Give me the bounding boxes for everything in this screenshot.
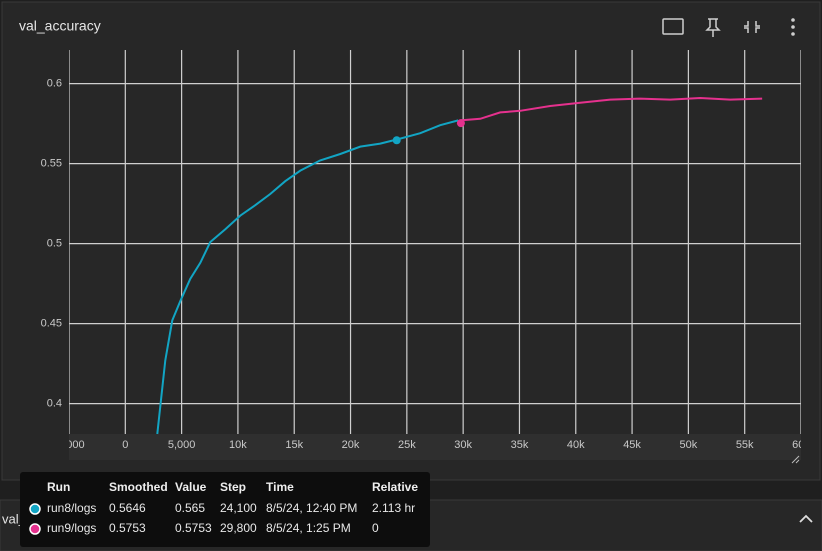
x-tick-label: 0 (122, 439, 128, 451)
y-tick-label: 0.55 (41, 158, 62, 170)
card (1, 1, 821, 481)
x-axis-strip (69, 434, 801, 460)
tooltip-box (20, 472, 430, 547)
tooltip: Run Smoothed Value Step Time Relative run8/log… (20, 472, 430, 547)
pin-button[interactable] (705, 18, 721, 37)
tooltip-cell: run8/logs (47, 501, 96, 515)
tooltip-cell: 8/5/24, 12:40 PM (266, 501, 357, 515)
y-tick-label: 0.5 (47, 238, 62, 250)
tooltip-cell: 0 (372, 521, 379, 535)
tooltip-header: Smoothed (109, 480, 168, 494)
y-tick-label: 0.45 (41, 318, 62, 330)
plot: -5,000 0 5,000 10k 15k 20k 25k 30k 35k 40k 45k 50k 5… (53, 50, 810, 451)
tooltip-cell: run9/logs (47, 521, 96, 535)
tooltip-cell: 8/5/24, 1:25 PM (266, 521, 351, 535)
tooltip-cell: 0.5753 (175, 521, 212, 535)
run-swatch (29, 523, 41, 535)
tooltip-cell: 29,800 (220, 521, 257, 535)
x-tick-label: 50k (680, 439, 698, 451)
x-tick-label: 25k (398, 439, 416, 451)
x-tick-label: -5,000 (53, 439, 84, 451)
hover-dot (456, 119, 465, 128)
tooltip-header: Time (266, 480, 294, 494)
toolbar (662, 18, 760, 37)
tooltip-cell: 24,100 (220, 501, 257, 515)
tooltip-cell: 0.565 (175, 501, 205, 515)
expand-button[interactable] (799, 514, 813, 523)
menu-button[interactable] (791, 18, 795, 36)
fit-button[interactable] (662, 18, 684, 35)
x-tick-label: 5,000 (168, 439, 196, 451)
hover-dot (392, 136, 401, 145)
y-tick-label: 0.4 (47, 398, 62, 410)
series-line (460, 96, 763, 122)
tooltip-header: Value (175, 480, 207, 494)
x-tick-label: 45k (623, 439, 641, 451)
x-tick-label: 15k (285, 439, 303, 451)
x-tick-label: 30k (454, 439, 472, 451)
tooltip-cell: 2.113 hr (372, 501, 415, 515)
y-tick-label: 0.6 (47, 78, 62, 90)
tooltip-cell: 0.5753 (109, 521, 146, 535)
run-swatch (29, 503, 41, 515)
card-title: val_accuracy (19, 18, 101, 34)
x-tick-label: 20k (342, 439, 360, 451)
collapse-button[interactable] (744, 21, 760, 33)
x-tick-label: 60k (792, 439, 810, 451)
tooltip-cell: 0.5646 (109, 501, 146, 515)
x-tick-label: 55k (736, 439, 754, 451)
tooltip-header: Relative (372, 480, 418, 494)
x-tick-label: 10k (229, 439, 247, 451)
x-tick-label: 40k (567, 439, 585, 451)
resize-handle (791, 455, 800, 464)
tooltip-header: Step (220, 480, 246, 494)
tooltip-header: Run (47, 480, 70, 494)
x-tick-label: 35k (511, 439, 529, 451)
